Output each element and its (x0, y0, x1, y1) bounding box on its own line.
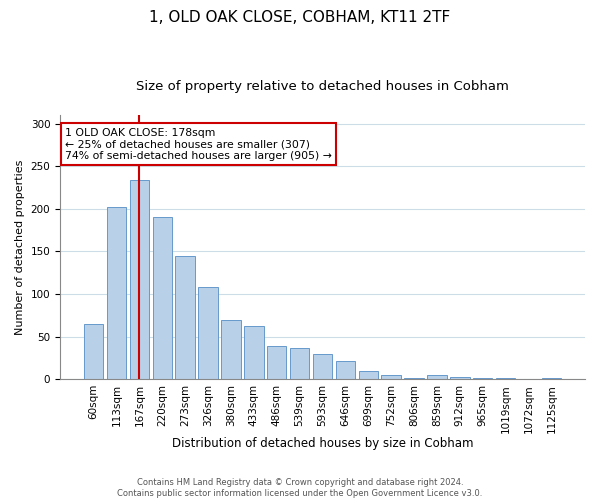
Y-axis label: Number of detached properties: Number of detached properties (15, 160, 25, 335)
Title: Size of property relative to detached houses in Cobham: Size of property relative to detached ho… (136, 80, 509, 93)
Bar (335, 362, 355, 379)
Bar (382, 375, 401, 379)
Bar (199, 287, 218, 379)
Bar (84, 324, 103, 379)
Bar (496, 378, 515, 379)
Bar (359, 370, 378, 379)
Bar (542, 378, 561, 379)
Bar (152, 218, 172, 379)
Bar (450, 376, 470, 379)
Bar (244, 326, 263, 379)
Bar (404, 378, 424, 379)
X-axis label: Distribution of detached houses by size in Cobham: Distribution of detached houses by size … (172, 437, 473, 450)
Bar (221, 320, 241, 379)
Text: 1, OLD OAK CLOSE, COBHAM, KT11 2TF: 1, OLD OAK CLOSE, COBHAM, KT11 2TF (149, 10, 451, 25)
Bar (473, 378, 493, 379)
Bar (267, 346, 286, 379)
Text: 1 OLD OAK CLOSE: 178sqm
← 25% of detached houses are smaller (307)
74% of semi-d: 1 OLD OAK CLOSE: 178sqm ← 25% of detache… (65, 128, 332, 161)
Text: Contains HM Land Registry data © Crown copyright and database right 2024.
Contai: Contains HM Land Registry data © Crown c… (118, 478, 482, 498)
Bar (290, 348, 310, 379)
Bar (313, 354, 332, 379)
Bar (107, 207, 126, 379)
Bar (427, 375, 446, 379)
Bar (130, 180, 149, 379)
Bar (175, 256, 195, 379)
